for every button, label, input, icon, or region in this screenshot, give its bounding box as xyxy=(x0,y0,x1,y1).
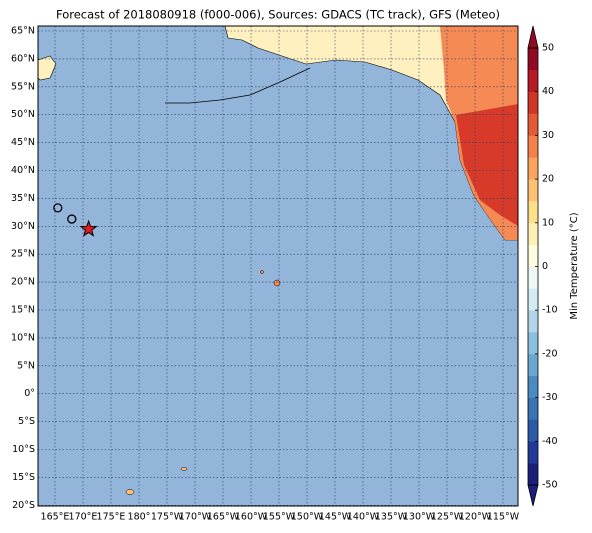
lon-label: 145°W xyxy=(319,512,352,523)
lat-label: 55°N xyxy=(11,81,35,92)
colorbar-segment xyxy=(528,91,538,114)
colorbar-segment xyxy=(528,310,538,333)
colorbar-segment xyxy=(528,48,538,71)
track-point xyxy=(53,203,63,213)
ocean xyxy=(38,26,518,506)
lat-label: 20°S xyxy=(12,500,35,511)
lat-label: 15°N xyxy=(11,305,35,316)
lon-label: 155°W xyxy=(263,512,296,523)
lon-label: 175°W xyxy=(151,512,184,523)
island xyxy=(180,467,188,471)
colorbar: 50 40 30 20 10 0 -10 -20 -30 -40 -50 xyxy=(527,25,558,507)
colorbar-segment xyxy=(528,332,538,355)
colorbar-label: Min Temperature (°C) xyxy=(569,212,580,319)
lat-label: 25°N xyxy=(11,249,35,260)
lat-label: 65°N xyxy=(11,26,35,37)
lon-label: 170°E xyxy=(69,512,98,523)
land-hot xyxy=(456,104,518,226)
lat-label: 45°N xyxy=(11,137,35,148)
lat-label: 40°N xyxy=(11,165,35,176)
colorbar-tick-label: 30 xyxy=(542,130,554,141)
colorbar-tick-label: -40 xyxy=(542,436,558,447)
lat-label: 50°N xyxy=(11,109,35,120)
lat-label: 15°S xyxy=(12,472,35,483)
lat-label: 5°S xyxy=(18,416,35,427)
title: Forecast of 2018080918 (f000-006), Sourc… xyxy=(56,8,500,22)
lon-label: 175°E xyxy=(97,512,126,523)
colorbar-segment xyxy=(528,419,538,442)
colorbar-segment xyxy=(528,463,538,486)
colorbar-segment xyxy=(528,135,538,158)
colorbar-tick-label: 10 xyxy=(542,217,554,228)
lat-label: 30°N xyxy=(11,221,35,232)
lon-label: 125°W xyxy=(431,512,464,523)
lat-label: 10°S xyxy=(12,444,35,455)
colorbar-tick-label: -30 xyxy=(542,392,558,403)
colorbar-tick-label: 50 xyxy=(542,43,554,54)
colorbar-segment xyxy=(528,353,538,377)
colorbar-segment xyxy=(528,441,538,464)
colorbar-segment xyxy=(528,266,538,289)
track-point xyxy=(67,214,77,224)
colorbar-tick-label: 40 xyxy=(542,86,554,97)
lon-label: 180° xyxy=(128,512,151,523)
colorbar-segment xyxy=(528,244,538,267)
lat-label: 5°N xyxy=(17,360,35,371)
lat-label: 35°N xyxy=(11,193,35,204)
lon-label: 135°W xyxy=(375,512,408,523)
track xyxy=(53,203,98,237)
lat-label: 20°N xyxy=(11,277,35,288)
lat-label: 60°N xyxy=(11,53,35,64)
graticule xyxy=(38,26,518,506)
lon-label: 165°W xyxy=(207,512,240,523)
colorbar-tick-label: 0 xyxy=(542,261,548,272)
colorbar-segment xyxy=(528,179,538,202)
colorbar-segment xyxy=(528,288,538,311)
lat-label: 0° xyxy=(24,388,35,399)
lon-label: 165°E xyxy=(41,512,70,523)
colorbar-tick-label: -10 xyxy=(542,305,558,316)
island xyxy=(260,270,264,274)
lon-label: 170°W xyxy=(179,512,212,523)
colorbar-segment xyxy=(528,397,538,420)
current-position xyxy=(79,219,98,237)
aleutians xyxy=(165,67,311,104)
colorbar-extend-max xyxy=(527,25,539,49)
colorbar-tick-label: -20 xyxy=(542,348,558,359)
lon-label: 140°W xyxy=(347,512,380,523)
island xyxy=(273,279,281,287)
colorbar-extend-min xyxy=(527,484,539,507)
colorbar-segment xyxy=(528,69,538,92)
colorbar-segment xyxy=(528,200,538,224)
colorbar-segment xyxy=(528,375,538,398)
lat-label: 10°N xyxy=(11,332,35,343)
colorbar-tick-label: 20 xyxy=(542,174,554,185)
lon-label: 120°W xyxy=(459,512,492,523)
map-frame xyxy=(37,25,519,507)
island xyxy=(125,489,135,495)
lon-label: 160°W xyxy=(235,512,268,523)
colorbar-segment xyxy=(528,222,538,245)
map xyxy=(37,25,519,507)
lon-label: 150°W xyxy=(291,512,324,523)
colorbar-segment xyxy=(528,113,538,136)
colorbar-tick-label: -50 xyxy=(542,480,558,491)
lon-label: 115°W xyxy=(487,512,520,523)
colorbar-segment xyxy=(528,157,538,180)
lon-label: 130°W xyxy=(403,512,436,523)
